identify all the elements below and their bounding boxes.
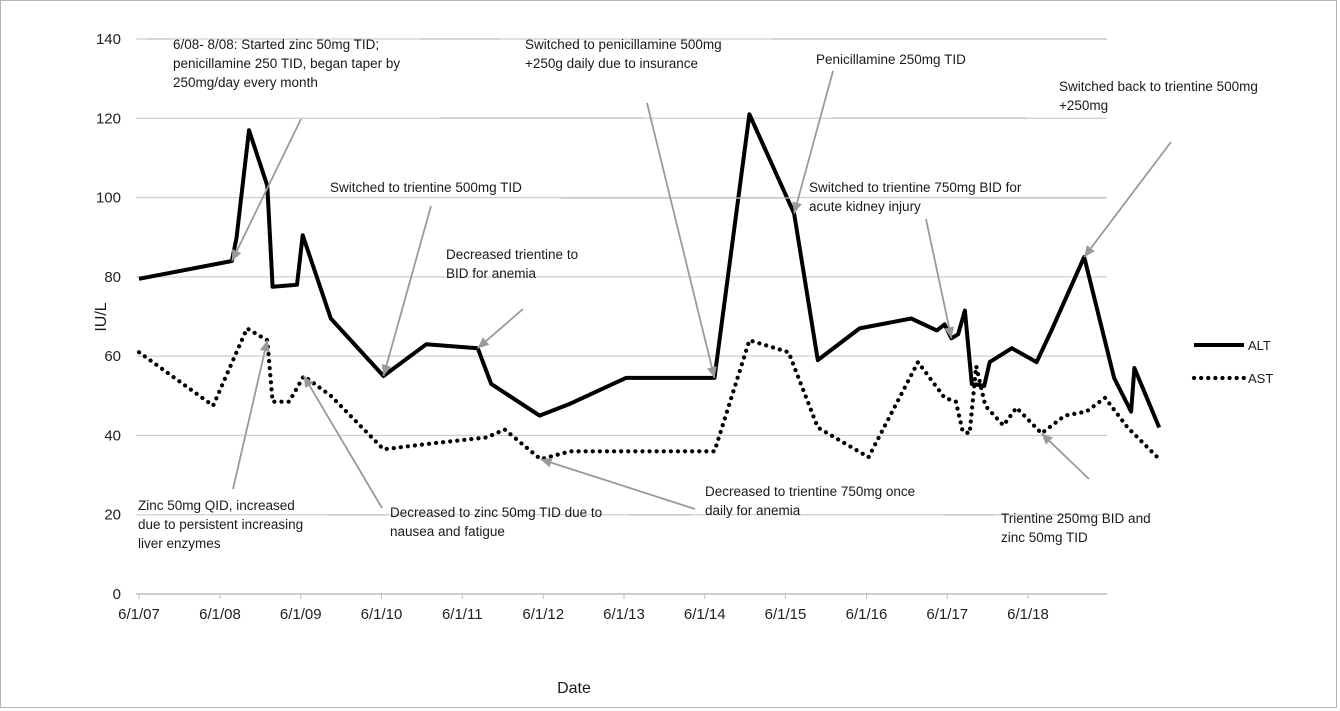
x-tick-label: 6/1/16 [846,606,888,623]
annotation-line: Switched back to trientine 500mg [1059,79,1258,94]
annotations: 6/08- 8/08: Started zinc 50mg TID; penici… [138,37,1258,551]
annotation-arrow [540,458,696,510]
annotation-line: Decreased to zinc 50mg TID due to [390,505,602,520]
y-tick-label: 100 [96,190,121,207]
x-axis-title: Date [557,680,591,697]
annotation-line: zinc 50mg TID [1001,530,1088,545]
y-tick-label: 60 [104,348,121,365]
series [136,112,1164,464]
annotation-zinc-qid: Zinc 50mg QID, increased due to persisten… [138,498,303,551]
annotation-line: due to persistent increasing [138,517,303,532]
annotation-arrowhead [477,337,490,349]
annotation-trientine-500-tid: Switched to trientine 500mg TID [330,180,522,195]
annotation-zinc-tid-nausea: Decreased to zinc 50mg TID due to nausea … [390,505,602,539]
annotation-arrow [793,70,834,214]
series-ast-line [136,326,1164,464]
x-tick-label: 6/1/10 [361,606,403,623]
series-alt-line [138,112,1162,429]
x-tick-label: 6/1/07 [118,606,160,623]
y-tick-label: 40 [104,427,121,444]
legend-label-ast: AST [1248,371,1273,386]
annotation-line: daily for anemia [705,503,801,518]
y-tick-label: 0 [113,586,121,603]
legend-label-alt: ALT [1248,338,1271,353]
annotation-line: nausea and fatigue [390,524,505,539]
y-tick-label: 120 [96,110,121,127]
x-tick-label: 6/1/15 [765,606,807,623]
annotation-line: +250mg [1059,98,1108,113]
annotation-arrowhead [259,340,270,353]
annotation-trientine-back: Switched back to trientine 500mg +250mg [1059,79,1258,113]
annotation-arrowhead [1084,245,1095,258]
annotation-arrowhead [231,248,242,261]
annotation-arrow [231,118,302,262]
x-tick-label: 6/1/09 [280,606,322,623]
x-tick-label: 6/1/18 [1007,606,1049,623]
annotation-line: Trientine 250mg BID and [1001,511,1151,526]
annotation-arrow [382,205,432,377]
annotation-arrow [1083,141,1172,258]
x-tick-label: 6/1/11 [442,606,483,623]
annotation-arrowhead [303,375,314,388]
annotation-line: Switched to penicillamine 500mg [525,37,722,52]
annotation-arrowhead [1041,433,1053,445]
annotation-arrowhead [792,201,802,214]
annotation-trientine-750-bid: Switched to trientine 750mg BID for acute… [809,180,1022,214]
annotation-line: penicillamine 250 TID, began taper by [173,56,400,71]
annotation-line: 6/08- 8/08: Started zinc 50mg TID; [173,37,379,52]
annotation-line: Switched to trientine 750mg BID for [809,180,1022,195]
x-tick-label: 6/1/17 [926,606,968,623]
y-axis-title: IU/L [93,302,110,331]
y-tick-label: 140 [96,31,121,48]
annotation-trientine-750-once: Decreased to trientine 750mg once daily f… [705,484,915,518]
annotation-line: Zinc 50mg QID, increased [138,498,295,513]
y-tick-label: 20 [104,507,121,524]
annotation-arrow [303,375,383,509]
annotation-line: Decreased trientine to [446,247,578,262]
annotation-line: Decreased to trientine 750mg once [705,484,915,499]
x-tick-label: 6/1/12 [522,606,564,623]
annotation-line: 250mg/day every month [173,75,318,90]
annotation-arrow [646,102,716,379]
annotation-line: BID for anemia [446,266,537,281]
annotation-line: +250g daily due to insurance [525,56,698,71]
legend: ALT AST [1191,338,1273,386]
x-tick-label: 6/1/13 [603,606,645,623]
axes: 0 20 40 60 80 100 120 140 6/1/07 6/1/08 6/1/09 6/1/… [96,31,1107,623]
annotation-arrow [232,340,269,490]
y-tick-label: 80 [104,269,121,286]
annotation-line: liver enzymes [138,536,221,551]
annotation-line: acute kidney injury [809,199,921,214]
annotation-trientine-bid-anemia: Decreased trientine to BID for anemia [446,247,578,281]
annotation-arrow [925,218,953,339]
annotation-line: Switched to trientine 500mg TID [330,180,522,195]
x-tick-label: 6/1/14 [684,606,726,623]
annotation-penicillamine-250-tid: Penicillamine 250mg TID [816,52,966,67]
annotation-zinc-tid-penicillamine: 6/08- 8/08: Started zinc 50mg TID; penici… [173,37,400,90]
annotation-arrowhead [381,364,392,376]
x-tick-label: 6/1/08 [199,606,241,623]
annotation-line: Penicillamine 250mg TID [816,52,966,67]
annotation-trientine-250-bid-zinc: Trientine 250mg BID and zinc 50mg TID [1001,511,1151,545]
annotation-arrowhead [540,457,553,468]
annotation-arrowhead [707,366,717,378]
gridlines [136,38,1107,516]
annotation-arrowhead [944,326,955,339]
annotation-penicillamine-insurance: Switched to penicillamine 500mg +250g dai… [525,37,722,71]
